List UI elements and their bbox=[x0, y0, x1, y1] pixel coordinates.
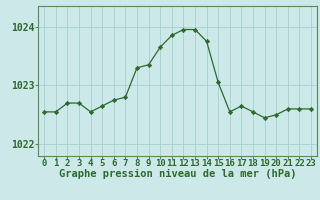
X-axis label: Graphe pression niveau de la mer (hPa): Graphe pression niveau de la mer (hPa) bbox=[59, 169, 296, 179]
